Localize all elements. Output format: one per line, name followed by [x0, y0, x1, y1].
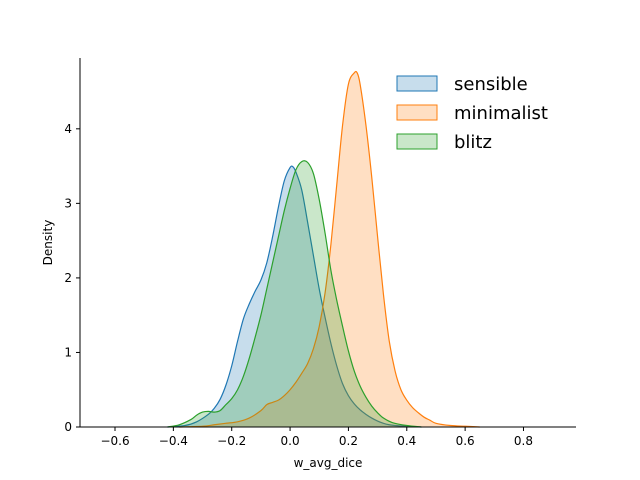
x-tick-label: 0.0	[281, 434, 300, 448]
legend: sensible minimalist blitz	[396, 74, 548, 153]
y-tick-label: 0	[64, 420, 72, 434]
legend-label-blitz: blitz	[454, 132, 492, 153]
series-area-blitz	[167, 160, 422, 427]
y-tick-label: 1	[64, 345, 72, 359]
x-tick-label: 0.8	[514, 434, 533, 448]
x-ticks: −0.6 −0.4 −0.2 0.0 0.2 0.4 0.6 0.8	[100, 427, 533, 448]
y-tick-label: 4	[64, 122, 72, 136]
x-tick-label: −0.2	[217, 434, 246, 448]
y-axis-label: Density	[41, 220, 55, 266]
legend-swatch-blitz	[396, 133, 438, 150]
legend-swatch-sensible	[396, 75, 438, 92]
x-tick-label: 0.4	[397, 434, 416, 448]
y-ticks: 0 1 2 3 4	[64, 122, 80, 434]
legend-swatch-minimalist	[396, 104, 438, 121]
series-layer	[167, 70, 480, 428]
series-line-sensible	[167, 165, 422, 428]
series-area-sensible	[167, 166, 422, 427]
legend-label-sensible: sensible	[454, 74, 528, 95]
x-tick-label: −0.4	[159, 434, 188, 448]
series-line-minimalist	[179, 70, 480, 428]
series-line-blitz	[167, 160, 422, 428]
y-tick-label: 3	[64, 196, 72, 210]
x-tick-label: −0.6	[100, 434, 129, 448]
y-tick-label: 2	[64, 271, 72, 285]
x-tick-label: 0.2	[339, 434, 358, 448]
x-tick-label: 0.6	[456, 434, 475, 448]
x-axis-label: w_avg_dice	[294, 456, 363, 470]
series-area-minimalist	[179, 71, 480, 427]
legend-label-minimalist: minimalist	[454, 103, 548, 124]
